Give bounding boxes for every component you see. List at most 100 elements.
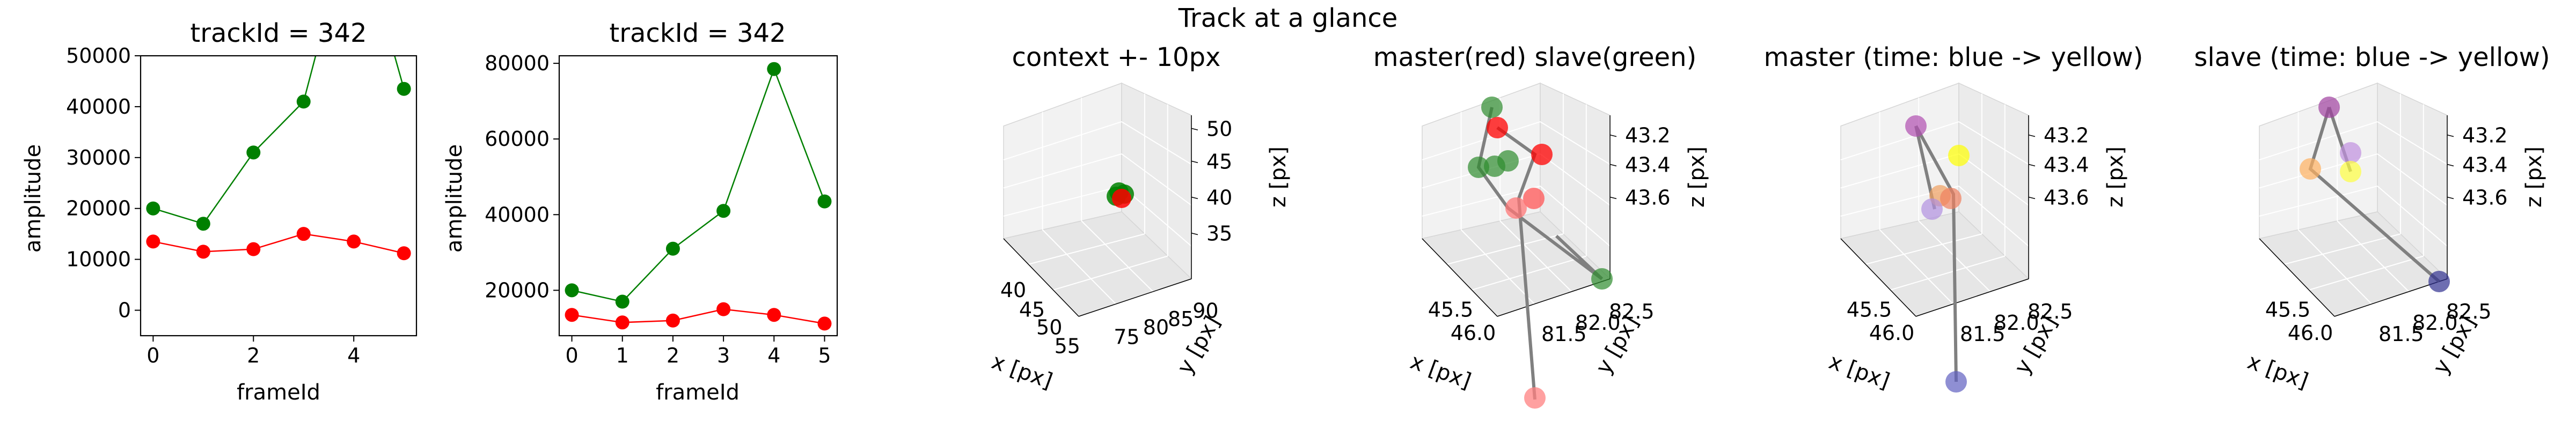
grid-line <box>1003 121 1122 160</box>
x-axis-line <box>1003 238 1079 317</box>
y-tick-label: 40000 <box>485 203 550 226</box>
x-tick-label: 45.5 <box>1847 298 1892 321</box>
grid-line <box>1446 233 1564 265</box>
master-point <box>1487 117 1508 138</box>
x-tick-label: 45 <box>1019 298 1045 321</box>
x-tick-label: 46.0 <box>2288 321 2333 345</box>
slave-point <box>1481 97 1503 118</box>
grid-line <box>1540 186 1611 247</box>
data-point <box>817 194 832 209</box>
x-axis-label: x [px] <box>989 349 1056 394</box>
x-tick-label: 2 <box>247 344 260 367</box>
data-point <box>196 217 210 231</box>
z-axis-label: z [px] <box>1266 146 1291 208</box>
slave-time-point <box>2300 158 2321 180</box>
y-axis-line <box>1078 278 1192 317</box>
grid-line <box>1422 121 1541 160</box>
grid-line <box>2377 153 2448 206</box>
data-point <box>347 234 361 249</box>
y-tick-label: 85 <box>1168 307 1194 331</box>
pane-back-left <box>1003 82 1122 239</box>
master-point <box>1531 144 1553 165</box>
x-tick-label: 46.0 <box>1451 321 1496 345</box>
data-point <box>716 302 731 316</box>
y-tick-label: 81.5 <box>1960 322 2006 346</box>
grid-line <box>2284 233 2401 265</box>
z-tick <box>1191 160 1198 164</box>
x-axis-label: x [px] <box>1826 349 1893 394</box>
grid-line <box>1121 121 1192 165</box>
y-axis-line <box>1915 278 2029 317</box>
y-tick-label: 82.0 <box>1994 311 2039 335</box>
pane-back-left <box>2259 82 2378 239</box>
slave-point <box>1497 150 1519 172</box>
x-tick-label: 45.5 <box>1428 298 1474 321</box>
grid-line <box>2337 220 2410 292</box>
master-time-point <box>1921 198 1943 220</box>
x-axis-line <box>2259 238 2335 317</box>
z-tick-label: 43.2 <box>1625 124 1671 147</box>
z-tick <box>1609 164 1617 167</box>
slave-time-point <box>2428 271 2450 292</box>
data-point <box>397 246 411 261</box>
grid-line <box>1958 121 2029 165</box>
y-tick-label: 82.5 <box>1609 300 1655 323</box>
data-point <box>565 308 579 322</box>
z-tick-label: 40 <box>1206 186 1232 210</box>
x-tick-label: 4 <box>347 344 360 367</box>
z-tick <box>2447 164 2454 167</box>
grid-line <box>1003 153 1122 189</box>
x-tick-label: 0 <box>147 344 159 367</box>
data-point <box>565 283 579 298</box>
x-tick-label: 46.0 <box>1869 321 1915 345</box>
y-tick-label: 10000 <box>66 248 131 271</box>
y-tick-label: 50000 <box>66 44 131 68</box>
series-line <box>153 233 404 254</box>
z-tick <box>2028 164 2036 167</box>
grid-line <box>2309 255 2424 291</box>
grid-line <box>1003 186 1122 217</box>
slave-time-point <box>2340 142 2361 164</box>
x-axis-label: x [px] <box>2244 349 2311 394</box>
x-tick-label: 2 <box>667 344 679 367</box>
panel-master-time-title: master (time: blue -> yellow) <box>1764 42 2143 72</box>
pane-back-left <box>1840 82 1959 239</box>
x-tick-label: 40 <box>1000 278 1026 302</box>
grid-line <box>1840 121 1959 160</box>
grid-line <box>1879 229 1954 305</box>
master-time-point <box>1940 188 1962 209</box>
master-point <box>1505 197 1527 219</box>
z-tick <box>1191 232 1198 235</box>
grid-line <box>1053 255 1168 291</box>
slave-time-point <box>2340 161 2361 182</box>
y-tick-label: 80 <box>1143 315 1169 339</box>
z-tick <box>2028 134 2036 137</box>
panel-slave-time-title: slave (time: blue -> yellow) <box>2194 42 2550 72</box>
plot-frame <box>558 55 838 337</box>
z-tick-label: 43.4 <box>1625 153 1671 177</box>
grid-line <box>1081 220 1154 292</box>
x-tick-label: 1 <box>616 344 629 367</box>
grid-line <box>1460 229 1535 305</box>
data-point <box>397 82 411 96</box>
data-point <box>615 294 630 309</box>
z-tick-label: 43.2 <box>2462 124 2508 147</box>
grid-line <box>1499 220 1572 292</box>
z-tick-label: 43.6 <box>2462 186 2508 210</box>
grid-line <box>1121 153 1192 206</box>
z-axis-label: z [px] <box>2103 146 2128 208</box>
data-point <box>767 308 781 322</box>
y-tick-label: 82.0 <box>2412 311 2458 335</box>
y-tick-label: 90 <box>1192 299 1218 323</box>
y-tick-label: 81.5 <box>2379 322 2424 346</box>
panel-master-slave-title: master(red) slave(green) <box>1373 42 1696 72</box>
data-point <box>665 241 680 256</box>
slave-time-point <box>2318 97 2340 118</box>
master-time-point <box>1905 115 1927 137</box>
slave-point <box>1468 157 1489 178</box>
x-tick-label: 55 <box>1055 334 1080 358</box>
scatter3d-slave-time: slave (time: blue -> yellow) 43.2 43.4 43.… <box>2194 42 2550 394</box>
data-point <box>296 227 311 241</box>
z-tick-label: 35 <box>1206 222 1232 246</box>
